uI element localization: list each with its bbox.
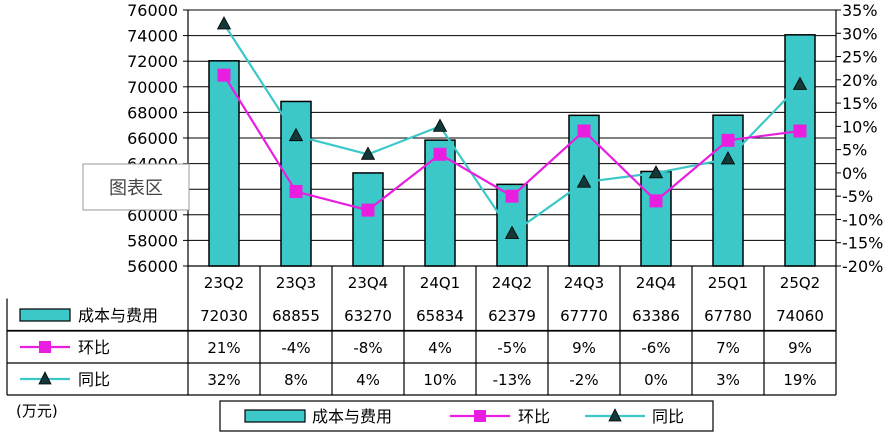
y-right-tick-label: 35% — [842, 1, 878, 20]
category-label: 23Q3 — [276, 274, 316, 292]
y-left-tick-label: 74000 — [127, 27, 178, 46]
data-cell: 21% — [207, 339, 240, 357]
data-cell: 72030 — [200, 307, 248, 325]
data-cell: -5% — [497, 339, 526, 357]
category-label: 24Q3 — [564, 274, 604, 292]
data-cell: 9% — [788, 339, 812, 357]
bar — [352, 172, 384, 267]
data-cell: -2% — [569, 371, 598, 389]
data-cell: 8% — [284, 371, 308, 389]
data-cell: 32% — [207, 371, 240, 389]
bar — [280, 100, 312, 267]
data-cell: 3% — [716, 371, 740, 389]
y-left-tick-label: 76000 — [127, 1, 178, 20]
legend-label: 成本与费用 — [312, 407, 392, 426]
table-row-label: 成本与费用 — [78, 306, 158, 325]
category-label: 23Q2 — [204, 274, 244, 292]
data-cell: 74060 — [776, 307, 824, 325]
data-cell: 0% — [644, 371, 668, 389]
legend-key-marker — [608, 408, 622, 422]
data-cell: 63270 — [344, 307, 392, 325]
legend-key-bar — [244, 409, 306, 423]
legend-label: 环比 — [518, 407, 550, 426]
y-right-tick-label: 20% — [842, 71, 878, 90]
data-cell: -8% — [353, 339, 382, 357]
data-cell: 63386 — [632, 307, 680, 325]
y-right-tick-label: -15% — [842, 234, 883, 253]
data-cell: 4% — [356, 371, 380, 389]
mom-marker — [289, 185, 303, 199]
y-left-tick-label: 58000 — [127, 231, 178, 250]
data-cell: -6% — [641, 339, 670, 357]
data-cell: 67780 — [704, 307, 752, 325]
legend-key-marker — [474, 410, 486, 422]
table-key-marker — [39, 341, 51, 353]
y-right-tick-label: 5% — [842, 141, 867, 160]
y-right-tick-label: -5% — [842, 187, 873, 206]
data-cell: 10% — [423, 371, 456, 389]
y-left-tick-label: 66000 — [127, 129, 178, 148]
mom-marker — [577, 124, 591, 138]
yoy-marker — [216, 16, 232, 30]
bar — [208, 60, 240, 267]
category-label: 25Q1 — [708, 274, 748, 292]
data-cell: 7% — [716, 339, 740, 357]
y-right-tick-label: -10% — [842, 210, 883, 229]
plot-area-label: 图表区 — [109, 178, 163, 199]
data-cell: 67770 — [560, 307, 608, 325]
mom-marker — [433, 147, 447, 161]
mom-marker — [505, 189, 519, 203]
data-cell: 62379 — [488, 307, 536, 325]
bar — [784, 34, 816, 267]
unit-label: (万元) — [16, 402, 58, 420]
legend-label: 同比 — [652, 407, 684, 426]
yoy-marker — [792, 76, 808, 90]
y-right-tick-label: 10% — [842, 117, 878, 136]
mom-marker — [793, 124, 807, 138]
mom-marker — [649, 194, 663, 208]
yoy-marker — [648, 165, 664, 179]
data-cell: -13% — [493, 371, 532, 389]
category-label: 23Q4 — [348, 274, 388, 292]
y-right-tick-label: 0% — [842, 164, 867, 183]
y-left-tick-label: 72000 — [127, 52, 178, 71]
table-key-bar — [19, 308, 71, 322]
bar — [640, 170, 672, 267]
data-cell: 4% — [428, 339, 452, 357]
y-right-tick-label: -20% — [842, 257, 883, 276]
y-left-tick-label: 70000 — [127, 78, 178, 97]
category-label: 24Q1 — [420, 274, 460, 292]
mom-marker — [217, 68, 231, 82]
table-key-marker — [38, 371, 52, 385]
table-row-label: 同比 — [78, 370, 110, 389]
yoy-marker — [288, 127, 304, 142]
data-cell: 68855 — [272, 307, 320, 325]
y-right-tick-label: 15% — [842, 94, 878, 113]
yoy-marker — [504, 225, 520, 239]
data-cell: -4% — [281, 339, 310, 357]
category-label: 24Q4 — [636, 274, 676, 292]
y-right-tick-label: 30% — [842, 24, 878, 43]
mom-marker — [721, 133, 735, 147]
yoy-marker — [576, 174, 592, 188]
mom-marker — [361, 203, 375, 217]
category-label: 24Q2 — [492, 274, 532, 292]
data-cell: 19% — [783, 371, 816, 389]
plot-area-tooltip — [82, 163, 190, 211]
yoy-marker — [720, 151, 736, 165]
data-cell: 9% — [572, 339, 596, 357]
data-cell: 65834 — [416, 307, 464, 325]
category-label: 25Q2 — [780, 274, 820, 292]
table-row-label: 环比 — [78, 338, 110, 357]
yoy-marker — [360, 146, 376, 160]
y-left-tick-label: 56000 — [127, 257, 178, 276]
y-left-tick-label: 68000 — [127, 103, 178, 122]
yoy-marker — [432, 118, 448, 132]
y-left-tick-label: 60000 — [127, 206, 178, 225]
y-right-tick-label: 25% — [842, 48, 878, 67]
